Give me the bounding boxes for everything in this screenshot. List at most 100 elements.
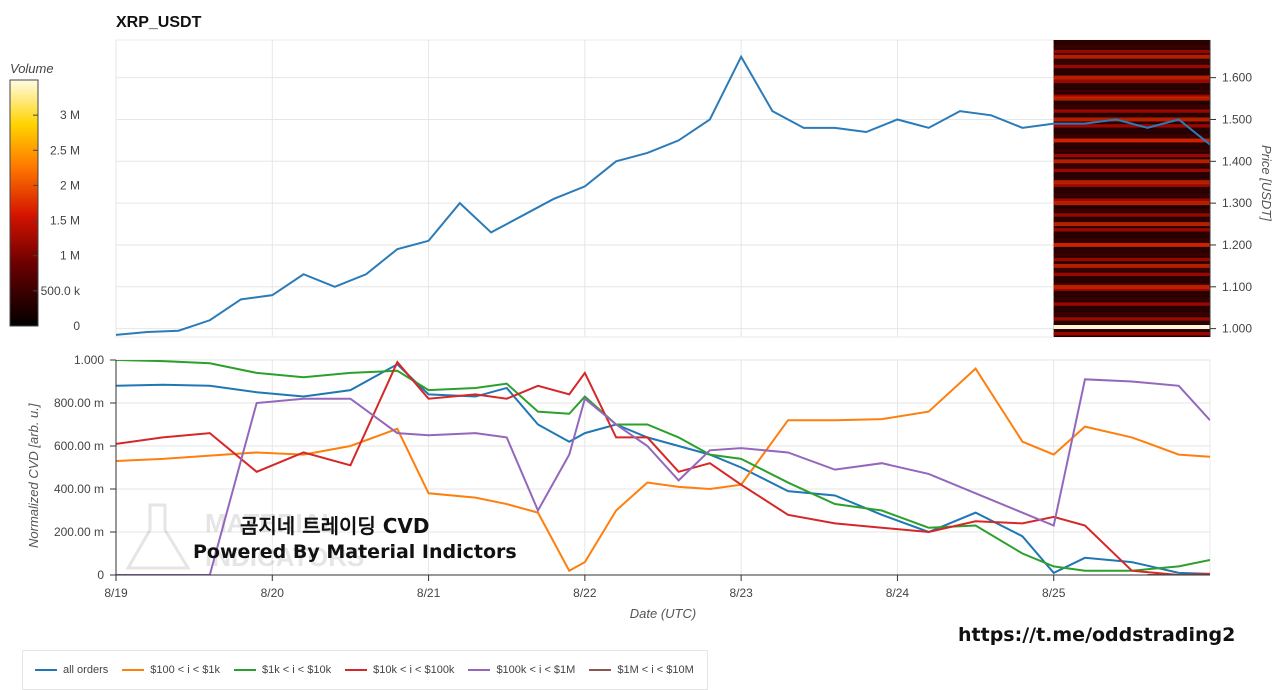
legend-label: $100 < i < $1k: [150, 664, 220, 676]
heatmap-row: [1053, 218, 1210, 222]
price-line: [116, 54, 1210, 336]
heatmap-row: [1053, 332, 1210, 336]
x-tick-label: 8/19: [104, 586, 128, 600]
heatmap-row: [1053, 302, 1210, 306]
cvd-tick-label: 400.00 m: [54, 482, 104, 496]
x-tick-label: 8/25: [1042, 586, 1066, 600]
heatmap-row: [1053, 104, 1210, 108]
cvd-tick-label: 1.000: [74, 353, 104, 367]
heatmap-row: [1053, 292, 1210, 296]
colorbar-tick-label: 2.5 M: [50, 143, 80, 157]
price-axis: 1.000 1.100 1.200 1.300 1.400 1.500 1.600: [1209, 40, 1252, 337]
heatmap-row: [1053, 297, 1210, 301]
price-tick-label: 1.200: [1222, 238, 1252, 252]
price-tick-label: 1.300: [1222, 196, 1252, 210]
heatmap-row: [1053, 252, 1210, 257]
heatmap-row: [1053, 282, 1210, 287]
x-tick-label: 8/22: [573, 586, 597, 600]
heatmap-level: [1053, 75, 1210, 80]
legend-item[interactable]: all orders: [35, 664, 108, 676]
chart-svg: XRP_USDT Volume 3 M 2.5 M 2 M 1.5 M 1 M 500.0…: [9, 14, 1274, 621]
colorbar-tick-label: 0: [73, 319, 80, 333]
legend-label: $10k < i < $100k: [373, 664, 455, 676]
heatmap-row: [1053, 317, 1210, 321]
x-tick-label: 8/23: [729, 586, 753, 600]
legend-label: $1k < i < $10k: [261, 664, 332, 676]
heatmap-level: [1053, 284, 1210, 289]
orderbook-heatmap: [1053, 40, 1210, 337]
price-tick-label: 1.000: [1222, 322, 1252, 336]
legend-swatch: [35, 669, 57, 671]
heatmap-row: [1053, 94, 1210, 98]
legend-swatch: [589, 669, 612, 671]
legend-item[interactable]: $100 < i < $1k: [122, 664, 220, 676]
watermark-title: 곰지네 트레이딩 CVD: [240, 514, 430, 538]
cvd-axis-label: Normalized CVD [arb. u.]: [26, 403, 41, 548]
colorbar-tick-label: 3 M: [60, 108, 80, 122]
colorbar-tick-label: 1.5 M: [50, 214, 80, 228]
cvd-tick-label: 600.00 m: [54, 439, 104, 453]
heatmap-row: [1053, 64, 1210, 69]
heatmap-row: [1053, 84, 1210, 89]
heatmap-level: [1053, 159, 1210, 164]
heatmap-level: [1053, 54, 1210, 59]
legend-item[interactable]: $10k < i < $100k: [345, 664, 454, 676]
price-tick-label: 1.600: [1222, 71, 1252, 85]
heatmap-row: [1053, 134, 1210, 138]
x-tick-label: 8/20: [261, 586, 285, 600]
heatmap-level: [1053, 96, 1210, 101]
heatmap-row: [1053, 148, 1210, 153]
heatmap-row: [1053, 89, 1210, 93]
legend-item[interactable]: $100k < i < $1M: [468, 664, 575, 676]
legend-item[interactable]: $1k < i < $10k: [233, 664, 332, 676]
heatmap-row: [1053, 267, 1210, 272]
legend-item[interactable]: $1M < i < $10M: [589, 664, 694, 676]
heatmap-row: [1053, 109, 1210, 113]
legend: all orders $100 < i < $1k $1k < i < $10k $1…: [22, 650, 708, 690]
cvd-series-line: [116, 378, 1210, 575]
heatmap-level: [1053, 222, 1210, 227]
heatmap-row: [1053, 213, 1210, 217]
price-tick-label: 1.500: [1222, 112, 1252, 126]
heatmap-row: [1053, 287, 1210, 291]
legend-swatch: [468, 669, 491, 671]
cvd-tick-label: 0: [97, 568, 104, 582]
heatmap-level: [1053, 180, 1210, 185]
cvd-series-line: [116, 367, 1210, 573]
colorbar-label: Volume: [10, 61, 54, 76]
heatmap-row: [1053, 79, 1210, 84]
heatmap-level: [1053, 117, 1210, 122]
telegram-link[interactable]: https://t.me/oddstrading2: [958, 624, 1236, 646]
heatmap-row: [1053, 312, 1210, 316]
heatmap-row: [1053, 114, 1210, 118]
heatmap-row: [1053, 129, 1210, 133]
heatmap-row: [1053, 99, 1210, 103]
chart-title: XRP_USDT: [116, 14, 202, 31]
price-axis-label: Price [USDT]: [1259, 145, 1274, 221]
heatmap-row: [1053, 40, 1210, 44]
legend-label: $1M < i < $10M: [617, 664, 694, 676]
heatmap-row: [1053, 153, 1210, 158]
price-grid: [115, 39, 1211, 338]
heatmap-level: [1053, 263, 1210, 268]
cvd-series-line: [116, 360, 1210, 572]
watermark-subtitle: Powered By Material Indictors: [193, 541, 517, 563]
logo-text-2: INDICATORS: [205, 542, 364, 572]
x-tick-label: 8/24: [886, 586, 910, 600]
heatmap-level: [1053, 138, 1210, 143]
heatmap-row: [1053, 247, 1210, 252]
legend-label: all orders: [63, 664, 109, 676]
heatmap-row: [1053, 228, 1210, 232]
colorbar-tick-label: 1 M: [60, 249, 80, 263]
heatmap-row: [1053, 238, 1210, 242]
cvd-lines: [116, 360, 1210, 575]
heatmap-row: [1053, 143, 1210, 148]
heatmap-row: [1053, 188, 1210, 192]
price-tick-label: 1.100: [1222, 280, 1252, 294]
heatmap-row: [1053, 233, 1210, 237]
colorbar-tick-label: 2 M: [60, 178, 80, 192]
colorbar-tick-label: 500.0 k: [41, 284, 81, 298]
cvd-tick-label: 200.00 m: [54, 525, 104, 539]
legend-label: $100k < i < $1M: [496, 664, 576, 676]
